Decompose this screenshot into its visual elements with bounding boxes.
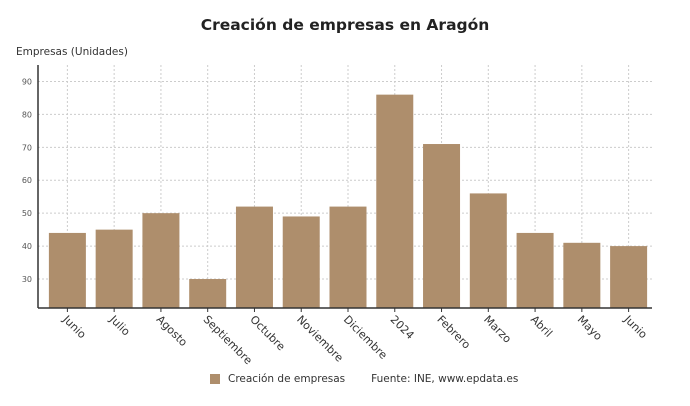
y-axis-label: Empresas (Unidades) (16, 46, 128, 58)
bar (142, 213, 180, 308)
x-tick-label: Septiembre (201, 313, 255, 367)
x-tick-label: Marzo (481, 313, 514, 346)
bar (48, 232, 86, 308)
bar (189, 279, 227, 308)
y-tick-label: 50 (22, 209, 32, 218)
legend-label: Creación de empresas (228, 373, 346, 385)
x-tick-label: Noviembre (294, 313, 346, 365)
bar (516, 232, 554, 308)
x-tick-label: Diciembre (341, 313, 390, 362)
bar (563, 242, 601, 308)
x-tick-label: Octubre (247, 313, 287, 353)
y-tick-label: 90 (22, 77, 32, 86)
source-text: Fuente: INE, www.epdata.es (371, 373, 519, 385)
y-tick-label: 30 (22, 275, 32, 284)
x-tick-label: 2024 (388, 313, 417, 342)
x-tick-label: Junio (60, 312, 89, 341)
bar (423, 144, 461, 308)
bar (329, 206, 367, 308)
bar (469, 193, 507, 308)
x-tick-label: Junio (621, 312, 650, 341)
x-tick-label: Agosto (154, 313, 190, 349)
bar (235, 206, 273, 308)
x-tick-label: Julio (106, 312, 132, 338)
y-tick-label: 70 (22, 143, 32, 152)
y-tick-label: 40 (22, 242, 32, 251)
x-tick-label: Mayo (575, 313, 605, 343)
x-tick-label: Abril (528, 313, 555, 340)
bar (376, 94, 414, 308)
legend-swatch (210, 374, 220, 384)
x-tick-label: Febrero (434, 313, 473, 352)
y-tick-label: 80 (22, 110, 32, 119)
chart-title: Creación de empresas en Aragón (200, 16, 490, 34)
y-tick-label: 60 (22, 176, 32, 185)
bar (282, 216, 320, 308)
legend: Creación de empresas Fuente: INE, www.ep… (210, 373, 518, 385)
bar (95, 229, 133, 308)
bar (610, 246, 648, 308)
